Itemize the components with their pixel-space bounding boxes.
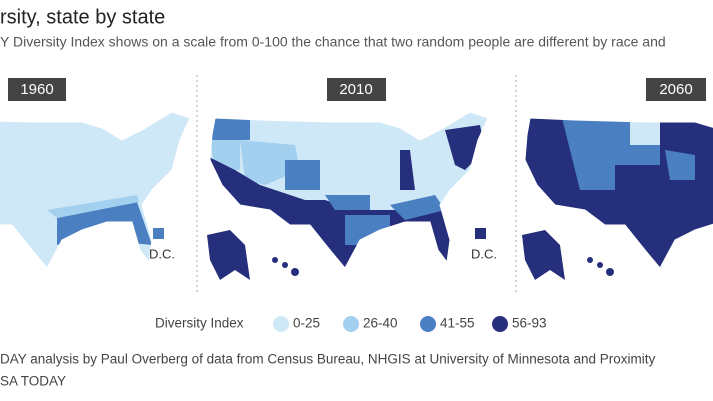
legend-swatch	[343, 316, 359, 332]
legend-label: 26-40	[363, 316, 398, 331]
map-2010	[207, 111, 489, 280]
legend-label: 56-93	[512, 316, 547, 331]
title: rsity, state by state	[0, 6, 165, 28]
legend-label: 0-25	[293, 316, 320, 331]
legend-swatch	[273, 316, 289, 332]
year: 2060	[659, 81, 692, 98]
dc-label: D.C.	[149, 246, 175, 261]
source: DAY analysis by Paul Overberg of data fr…	[0, 352, 656, 367]
legend-title: Diversity Index	[155, 316, 244, 331]
legend-swatch	[420, 316, 436, 332]
legend-swatch	[492, 316, 508, 332]
year: 1960	[20, 81, 53, 98]
credit: SA TODAY	[0, 374, 66, 389]
year-badge	[327, 78, 386, 101]
legend: Diversity Index 0-25 26-40 41-55 56-93	[155, 316, 547, 332]
year: 2010	[339, 81, 372, 98]
legend-label: 41-55	[440, 316, 475, 331]
year-badge	[8, 78, 66, 101]
dc-label: D.C.	[471, 246, 497, 261]
year-badge	[646, 78, 706, 101]
map-2060	[522, 112, 713, 280]
subtitle: Y Diversity Index shows on a scale from …	[0, 34, 666, 50]
